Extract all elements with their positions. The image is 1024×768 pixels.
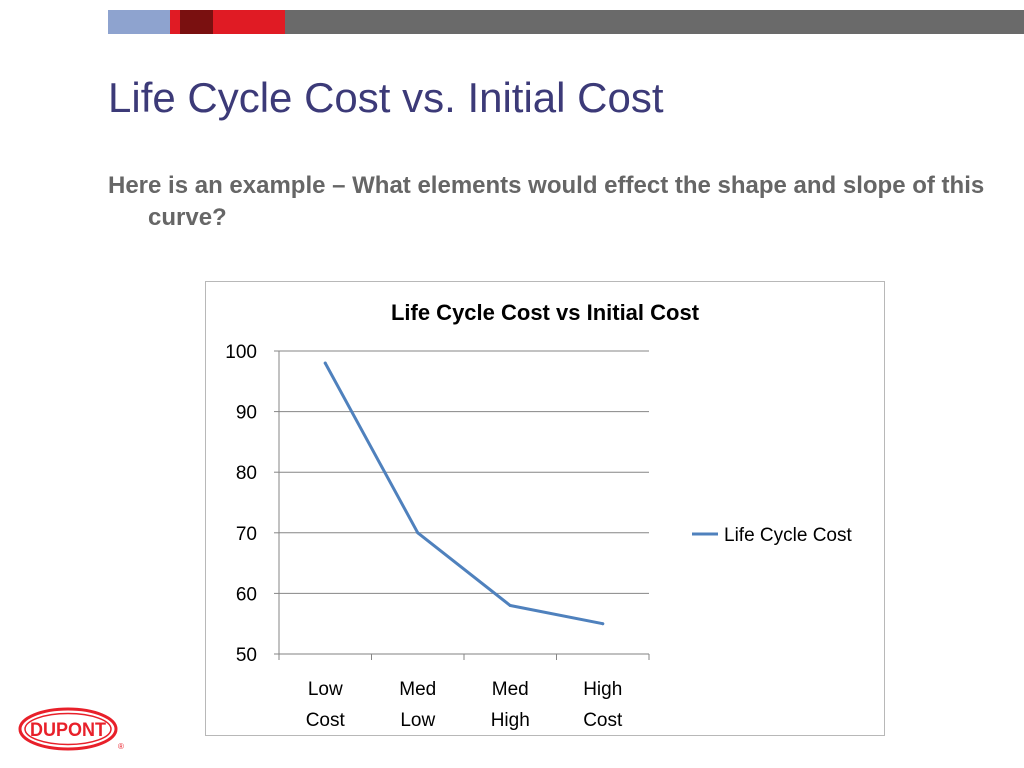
slide-title: Life Cycle Cost vs. Initial Cost (108, 74, 664, 121)
slide-body-text: Here is an example – What elements would… (108, 172, 985, 231)
series-line (323, 361, 605, 626)
data-point (323, 361, 327, 365)
legend-label: Life Cycle Cost (724, 525, 852, 546)
data-point (601, 622, 605, 626)
y-tick-label: 80 (236, 463, 257, 484)
x-tick-label: Cost (583, 710, 623, 731)
y-tick-label: 100 (225, 342, 257, 363)
y-tick-label: 60 (236, 584, 257, 605)
y-tick-label: 90 (236, 403, 257, 424)
chart-title: Life Cycle Cost vs Initial Cost (391, 300, 700, 325)
y-tick-label: 70 (236, 524, 257, 545)
x-tick-label: Med (399, 679, 436, 700)
y-tick-label: 50 (236, 645, 257, 666)
logo-oval-outer (18, 707, 118, 751)
logo-oval-inner (24, 712, 112, 746)
bar-segment-gray (285, 10, 1024, 34)
bar-segment-dark-red (180, 10, 213, 34)
logo-wordmark: DUPONT (30, 720, 106, 741)
x-tick-label: High (491, 710, 530, 731)
chart-frame: Life Cycle Cost vs Initial Cost 50 60 70 80… (205, 281, 885, 736)
top-decoration-bar (108, 10, 1024, 34)
data-point (508, 604, 512, 608)
dupont-logo: DUPONT ® (18, 707, 124, 751)
bar-segment-red-thin (170, 10, 180, 34)
data-point (416, 531, 420, 535)
bar-segment-blue (108, 10, 170, 34)
line-chart: Life Cycle Cost vs Initial Cost 50 60 70 80… (225, 300, 852, 731)
bar-segment-red (213, 10, 285, 34)
x-tick-label: Low (400, 710, 435, 731)
x-tick-label: Low (308, 679, 343, 700)
x-tick-label: Cost (306, 710, 346, 731)
x-tick-label: Med (492, 679, 529, 700)
logo-registered-mark: ® (118, 742, 124, 751)
x-tick-label: High (583, 679, 622, 700)
